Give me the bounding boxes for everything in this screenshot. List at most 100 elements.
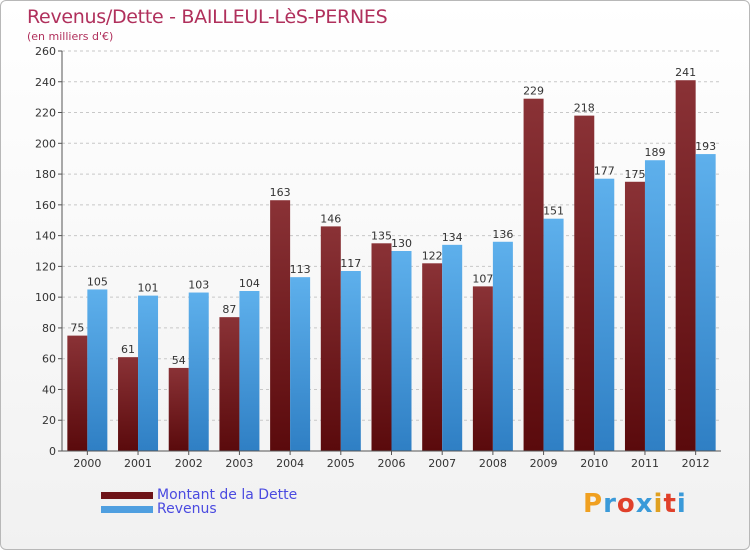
x-tick-label: 2007: [428, 457, 456, 470]
legend-swatch-dette: [101, 491, 153, 499]
y-tick-label: 200: [35, 137, 56, 150]
y-tick-label: 100: [35, 291, 56, 304]
logo-letter: i: [676, 489, 687, 519]
y-tick-label: 0: [49, 445, 56, 458]
bar-revenus: [695, 154, 716, 452]
data-label-dette: 175: [624, 168, 645, 181]
data-label-revenus: 189: [644, 146, 665, 159]
logo-letter: i: [653, 489, 664, 519]
y-tick-label: 60: [42, 353, 56, 366]
y-tick-label: 160: [35, 199, 56, 212]
logo-letter: r: [603, 489, 617, 519]
data-label-revenus: 113: [290, 263, 311, 276]
data-label-dette: 107: [472, 272, 493, 285]
data-label-dette: 87: [222, 303, 236, 316]
bar-revenus: [594, 178, 615, 451]
legend-label-revenus: Revenus: [157, 501, 217, 517]
data-label-dette: 61: [121, 343, 135, 356]
data-label-revenus: 134: [442, 231, 463, 244]
data-label-dette: 229: [523, 85, 544, 98]
y-tick-label: 120: [35, 260, 56, 273]
x-tick-label: 2005: [327, 457, 355, 470]
x-tick-label: 2012: [682, 457, 710, 470]
data-label-dette: 218: [574, 102, 595, 115]
data-label-revenus: 151: [543, 205, 564, 218]
data-label-dette: 54: [172, 354, 186, 367]
bar-dette: [168, 367, 189, 451]
bar-revenus: [87, 289, 108, 451]
legend-label-dette: Montant de la Dette: [157, 487, 298, 503]
logo-letter: P: [583, 489, 604, 519]
bar-revenus: [391, 251, 412, 451]
bar-revenus: [442, 244, 463, 451]
data-label-dette: 241: [675, 66, 696, 79]
data-label-dette: 75: [70, 322, 84, 335]
x-tick-label: 2002: [175, 457, 203, 470]
logo-letter: o: [616, 489, 636, 519]
data-label-dette: 122: [422, 249, 443, 262]
bar-revenus: [644, 160, 665, 451]
y-tick-label: 40: [42, 383, 56, 396]
bars: [67, 80, 716, 452]
bar-dette: [422, 263, 443, 451]
bar-dette: [574, 115, 595, 451]
bar-dette: [675, 80, 696, 451]
y-tick-label: 260: [35, 45, 56, 58]
y-tick-label: 80: [42, 322, 56, 335]
bar-dette: [118, 357, 139, 451]
chart-subtitle: (en milliers d'€): [27, 30, 114, 43]
data-label-revenus: 104: [239, 277, 260, 290]
legend-item-revenus: Revenus: [101, 501, 217, 517]
data-label-revenus: 130: [391, 237, 412, 250]
data-label-revenus: 101: [138, 282, 159, 295]
bar-dette: [472, 286, 493, 451]
bar-revenus: [138, 295, 159, 451]
bar-revenus: [239, 291, 260, 451]
data-label-revenus: 105: [87, 275, 108, 288]
y-tick-label: 220: [35, 107, 56, 120]
data-label-dette: 146: [320, 212, 341, 225]
y-axis-ticks: 0 20 40 60 80 100 120 140 160 180 200 220 240 260: [35, 45, 62, 458]
data-label-revenus: 103: [188, 279, 209, 292]
x-tick-label: 2000: [73, 457, 101, 470]
x-tick-label: 2004: [276, 457, 304, 470]
data-label-dette: 163: [270, 186, 291, 199]
proxiti-logo: Proxiti: [583, 489, 687, 519]
bar-dette: [624, 181, 645, 451]
logo-letter: t: [663, 489, 677, 519]
logo-letter: x: [635, 489, 654, 519]
bar-dette: [270, 200, 291, 451]
bar-revenus: [188, 292, 209, 451]
bar-dette: [371, 243, 392, 451]
bar-revenus: [340, 271, 361, 451]
data-label-revenus: 177: [594, 165, 615, 178]
bar-dette: [320, 226, 341, 451]
legend-swatch-revenus: [101, 505, 153, 513]
bar-revenus: [543, 218, 564, 451]
y-tick-label: 140: [35, 230, 56, 243]
bar-revenus: [290, 277, 311, 451]
bar-dette: [67, 335, 88, 451]
bar-dette: [523, 98, 544, 451]
data-label-dette: 135: [371, 229, 392, 242]
y-tick-label: 240: [35, 76, 56, 89]
x-tick-label: 2008: [479, 457, 507, 470]
x-tick-label: 2011: [631, 457, 659, 470]
data-label-revenus: 193: [695, 140, 716, 153]
x-axis-ticks: 2000 2001 2002 2003 2004 2005 2006 2007 2008 2009…: [73, 451, 710, 470]
bar-revenus: [492, 241, 513, 451]
bar-dette: [219, 317, 240, 451]
x-tick-label: 2003: [225, 457, 253, 470]
x-tick-label: 2009: [530, 457, 558, 470]
y-tick-label: 20: [42, 414, 56, 427]
chart-title: Revenus/Dette - BAILLEUL-LèS-PERNES: [27, 6, 388, 28]
y-tick-label: 180: [35, 168, 56, 181]
x-tick-label: 2001: [124, 457, 152, 470]
x-tick-label: 2006: [378, 457, 406, 470]
data-label-revenus: 136: [492, 228, 513, 241]
data-label-revenus: 117: [340, 257, 361, 270]
legend-item-dette: Montant de la Dette: [101, 487, 297, 503]
